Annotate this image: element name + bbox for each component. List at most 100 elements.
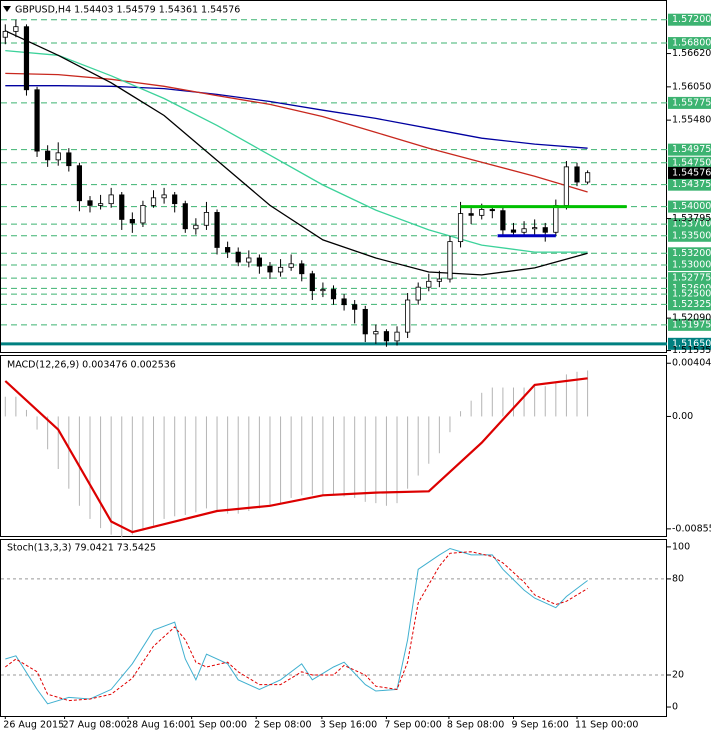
price-panel: [0, 0, 667, 353]
candle-body: [140, 205, 146, 224]
candle-body: [277, 266, 284, 273]
macd-panel: [0, 355, 667, 537]
candle-body: [584, 172, 591, 183]
x-tick-label: 7 Sep 00:00: [384, 720, 441, 731]
y-tick-label: 100: [672, 541, 690, 552]
level-label-box: [668, 318, 711, 331]
y-tick-label: 1.53795: [672, 213, 711, 224]
candle-body: [193, 224, 199, 230]
candle-body: [214, 212, 220, 248]
level-label-box: [668, 247, 711, 260]
candle-body: [299, 263, 305, 275]
x-tick-label: 11 Sep 00:00: [575, 720, 638, 731]
level-label-box: [668, 143, 711, 156]
y-tick-label: -0.008557: [672, 523, 711, 534]
x-tick-label: 2 Sep 08:00: [254, 720, 311, 731]
y-tick-label: 20: [672, 670, 684, 681]
candle-body: [161, 194, 167, 199]
level-label: 1.53500: [672, 230, 711, 241]
candle-body: [457, 213, 464, 243]
level-label-box: [668, 337, 711, 350]
candle-body: [150, 197, 157, 206]
y-tick-label: 1.51535: [672, 345, 711, 356]
candle-body: [542, 227, 548, 233]
candle-body: [225, 247, 231, 253]
signal-line: [4, 377, 588, 534]
candle-body: [352, 304, 358, 310]
level-label-box: [668, 258, 711, 271]
y-tick-label: 0: [672, 702, 678, 713]
last-price-box: [668, 166, 711, 179]
level-label-box: [668, 96, 711, 109]
candle-body: [405, 299, 411, 333]
level-label: 1.55775: [672, 97, 711, 108]
candle-body: [87, 200, 93, 206]
level-label-box: [668, 200, 711, 213]
candle-body: [246, 257, 252, 263]
candle-body: [426, 280, 432, 288]
x-tick-label: 26 Aug 2015: [3, 720, 64, 731]
y-tick-label: 0.00: [672, 411, 693, 422]
level-label-box: [668, 298, 711, 311]
candle-body: [553, 205, 559, 233]
level-label: 1.52325: [672, 299, 711, 310]
candle-body: [288, 263, 294, 268]
level-label: 1.51975: [672, 319, 711, 330]
stoch-panel: [0, 539, 667, 717]
stoch-title: Stoch(13,3,3) 79.0421 73.5425: [7, 543, 156, 554]
candle-body: [119, 194, 125, 220]
chart-title: GBPUSD,H4 1.54403 1.54579 1.54361 1.5457…: [15, 5, 240, 16]
candle-body: [330, 289, 337, 300]
candle-body: [23, 26, 30, 91]
moving-average: [5, 85, 588, 149]
candle-body: [172, 194, 178, 205]
level-label: 1.53000: [672, 259, 711, 270]
level-label-box: [668, 13, 711, 26]
y-tick-label: 0.004049: [672, 358, 711, 369]
stoch-line: [4, 551, 588, 702]
candle-body: [415, 286, 421, 301]
level-label: 1.57200: [672, 14, 711, 25]
candle-body: [66, 152, 72, 167]
level-label-box: [668, 288, 711, 301]
candle-body: [373, 331, 379, 335]
x-tick-label: 1 Sep 00:00: [190, 720, 247, 731]
level-label: 1.54000: [672, 201, 711, 212]
level-label-box: [668, 218, 711, 231]
y-tick-label: 1.56620: [672, 48, 711, 59]
level-label: 1.54375: [672, 179, 711, 190]
moving-average: [5, 49, 588, 253]
candle-body: [479, 209, 485, 216]
level-label: 1.52500: [672, 289, 711, 300]
candle-body: [320, 289, 326, 292]
candle-body: [468, 213, 474, 216]
y-tick-label: 80: [672, 573, 684, 584]
level-label-box: [668, 178, 711, 191]
x-tick-label: 9 Sep 16:00: [511, 720, 568, 731]
last-price-label: 1.54576: [672, 167, 711, 178]
x-tick-label: 27 Aug 08:00: [63, 720, 127, 731]
level-label: 1.53700: [672, 219, 711, 230]
moving-average: [5, 30, 588, 276]
candle-body: [13, 26, 19, 32]
candle-body: [256, 257, 262, 267]
level-label: 1.53200: [672, 248, 711, 259]
x-tick-label: 3 Sep 16:00: [320, 720, 377, 731]
y-tick-label: 1.52090: [672, 313, 711, 324]
symbol-icon: [3, 6, 11, 12]
candle-body: [235, 251, 241, 263]
level-label: 1.54750: [672, 157, 711, 168]
candle-body: [532, 227, 538, 230]
candle-body: [34, 89, 40, 152]
candle-body: [436, 278, 442, 282]
x-tick-label: 28 Aug 16:00: [126, 720, 190, 731]
candle-body: [309, 273, 315, 292]
candle-body: [563, 166, 570, 206]
candle-body: [521, 228, 527, 233]
level-label-box: [668, 37, 711, 50]
candle-body: [129, 219, 135, 224]
level-label-box: [668, 229, 711, 242]
candle-body: [55, 152, 61, 161]
